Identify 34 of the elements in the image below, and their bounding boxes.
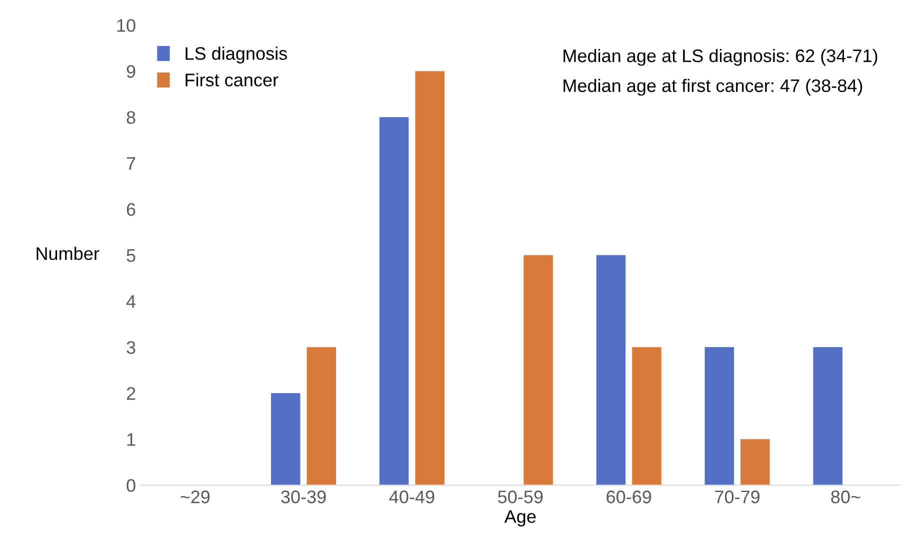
x-tick-label: 40-49 (389, 490, 434, 504)
y-tick-label: 2 (126, 387, 136, 400)
annotation: Median age at first cancer: 47 (38-84) (564, 78, 862, 96)
x-tick-label: ~29 (180, 490, 210, 504)
bar (379, 117, 409, 486)
legend-label: LS diagnosis (186, 46, 287, 64)
x-tick-label: 60-69 (606, 490, 652, 504)
x-tick-label: 80~ (831, 490, 860, 504)
x-tick-label: 30-39 (281, 490, 326, 504)
bar (704, 347, 734, 486)
bar (813, 347, 842, 486)
annotation: Median age at LS diagnosis: 62 (34-71) (564, 48, 878, 66)
bar (596, 255, 626, 486)
x-tick-label: 70-79 (715, 490, 760, 504)
y-tick-label: 8 (126, 111, 136, 124)
x-tick-label: 50-59 (498, 490, 543, 504)
y-tick-label: 10 (117, 19, 136, 32)
bar (632, 347, 662, 486)
bar (306, 347, 336, 486)
y-tick-label: 5 (126, 249, 136, 262)
y-tick-label: 1 (127, 433, 136, 446)
y-tick-label: 3 (126, 341, 136, 354)
bar (740, 439, 770, 486)
y-axis-title: Number (36, 246, 100, 260)
y-tick-label: 7 (126, 157, 136, 170)
y-tick-label: 4 (126, 295, 136, 308)
legend-label: First cancer (186, 73, 278, 86)
y-tick-label: 6 (126, 203, 136, 216)
y-tick-label: 0 (126, 479, 136, 492)
bar (415, 71, 444, 486)
x-axis-title: Age (504, 510, 536, 526)
bar (524, 255, 553, 486)
y-tick-label: 9 (126, 65, 136, 78)
bar (271, 393, 300, 486)
